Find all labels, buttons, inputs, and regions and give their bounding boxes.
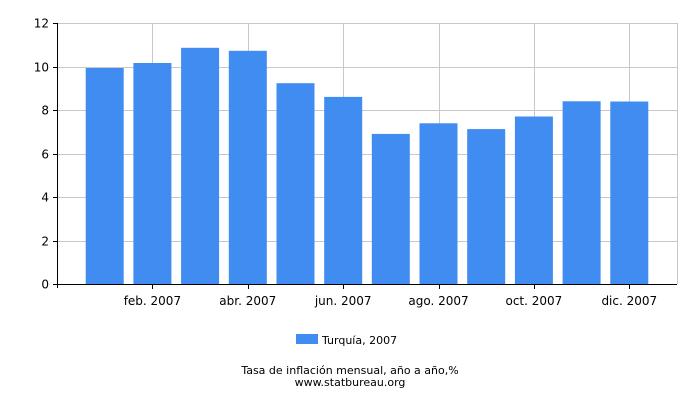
bar <box>562 101 601 284</box>
x-tick-label: feb. 2007 <box>124 294 181 308</box>
legend-label: Turquía, 2007 <box>321 334 397 347</box>
legend-swatch <box>296 334 318 344</box>
source-label: www.statbureau.org <box>294 376 406 389</box>
bar <box>371 133 410 284</box>
bar <box>276 83 315 284</box>
x-tick-label: oct. 2007 <box>505 294 562 308</box>
bar <box>467 129 506 284</box>
y-tick-label: 8 <box>41 104 49 118</box>
y-tick-label: 2 <box>41 235 49 249</box>
bar <box>228 50 267 284</box>
x-tick-label: jun. 2007 <box>314 294 372 308</box>
y-tick-label: 10 <box>34 61 49 75</box>
bar <box>324 96 363 285</box>
legend: Turquía, 2007 <box>296 334 397 347</box>
bar <box>419 123 458 284</box>
x-tick-label: ago. 2007 <box>408 294 468 308</box>
bar <box>181 47 220 284</box>
y-tick-label: 0 <box>41 278 49 292</box>
bar <box>133 63 172 284</box>
chart-title: Tasa de inflación mensual, año a año,% <box>241 364 459 377</box>
axis-layer: 0 2 4 6 8 10 12 feb. 2007 abr. 2007 jun. 2007 ago.… <box>34 17 677 308</box>
x-tick-label: dic. 2007 <box>601 294 657 308</box>
bar <box>610 101 649 284</box>
y-tick-label: 12 <box>34 17 49 31</box>
bar <box>85 68 124 284</box>
bar <box>514 116 553 284</box>
x-tick-label: abr. 2007 <box>219 294 276 308</box>
bars-layer <box>85 47 649 285</box>
y-tick-label: 4 <box>41 191 49 205</box>
y-tick-label: 6 <box>41 148 49 162</box>
